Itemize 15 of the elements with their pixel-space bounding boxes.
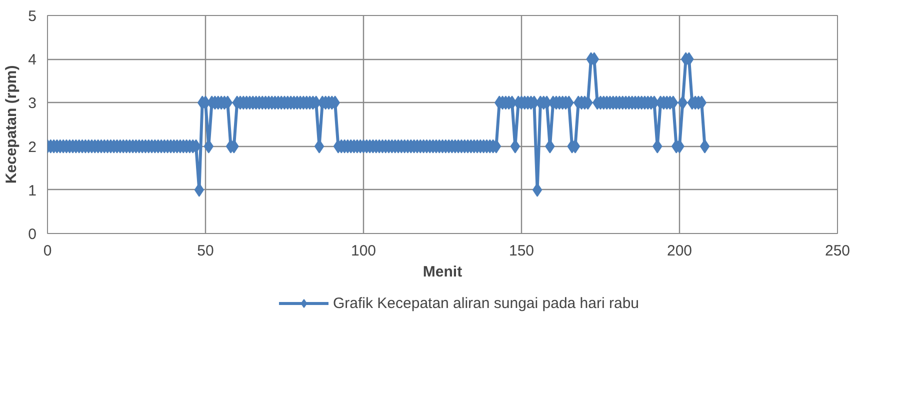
y-tick-label: 2 <box>28 138 36 156</box>
y-tick-label: 4 <box>28 52 36 69</box>
y-tick-label: 3 <box>28 95 36 112</box>
x-tick-label: 250 <box>824 242 850 260</box>
x-tick-label: 50 <box>197 242 214 260</box>
y-tick-label: 1 <box>28 182 36 200</box>
x-tick-label: 0 <box>43 242 52 260</box>
x-tick-label: 200 <box>666 242 692 260</box>
x-tick-label: 100 <box>350 242 376 260</box>
x-axis-title: Menit <box>422 264 462 280</box>
legend-label: Grafik Kecepatan aliran sungai pada hari rabu <box>332 294 640 312</box>
y-tick-label: 0 <box>28 226 36 243</box>
y-tick-label: 5 <box>28 8 36 25</box>
y-axis-title: Kecepatan (rpm) <box>3 65 20 184</box>
x-tick-label: 150 <box>508 242 534 260</box>
